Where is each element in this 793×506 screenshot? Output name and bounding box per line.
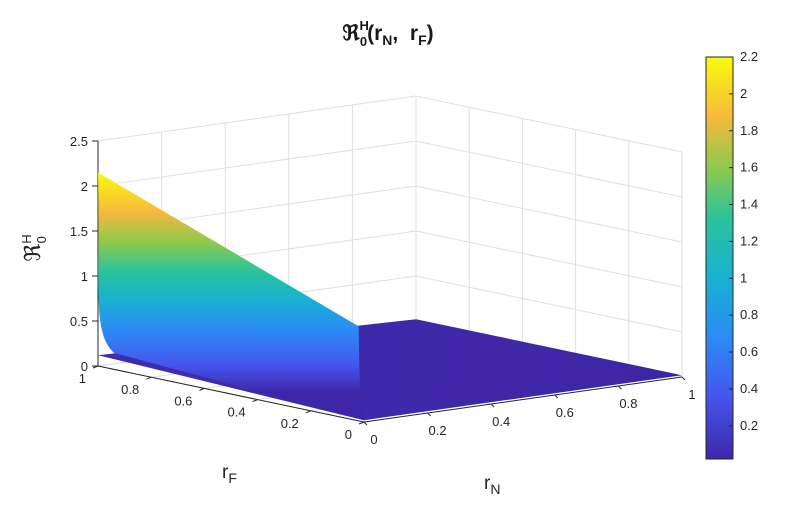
y-tick-label: 0 — [345, 427, 352, 442]
colorbar-ticks: 0.2 0.4 0.6 0.8 1 1.2 1.4 1.6 1.8 2 2.2 — [729, 49, 758, 433]
colorbar: 0.2 0.4 0.6 0.8 1 1.2 1.4 1.6 1.8 2 2.2 — [705, 49, 758, 460]
grid-line — [97, 185, 683, 243]
x-tick-mark — [681, 376, 686, 381]
grid-line — [97, 95, 683, 153]
y-tick-mark — [358, 421, 365, 425]
y-tick-label: 0.4 — [228, 405, 246, 420]
x-tick-label: 0.2 — [429, 423, 447, 438]
x-tick-mark — [363, 421, 368, 426]
grid-line — [97, 140, 683, 198]
y-axis-label: rF — [222, 462, 237, 486]
z-tick-label: 1 — [81, 269, 88, 284]
z-tick-label: 0.5 — [70, 314, 88, 329]
y-tick-label: 0.6 — [174, 393, 192, 408]
y-tick-label: 0.8 — [121, 382, 139, 397]
y-tick-mark — [252, 399, 258, 403]
colorbar-tick-label: 0.4 — [740, 381, 758, 396]
y-axis-line — [97, 365, 365, 423]
colorbar-gradient — [705, 56, 734, 460]
colorbar-tick-label: 1 — [740, 270, 747, 285]
chart-title: ℜH 0(rN, rF) — [342, 18, 433, 49]
surface-wall — [98, 172, 364, 421]
colorbar-tick-label: 1.6 — [740, 160, 758, 175]
x-tick-label: 0.6 — [556, 405, 574, 420]
surface — [98, 172, 682, 421]
x-tick-label: 1 — [688, 387, 695, 402]
y-tick-label: 0.2 — [281, 416, 299, 431]
colorbar-tick-label: 1.2 — [740, 233, 758, 248]
z-tick-label: 2 — [81, 179, 88, 194]
colorbar-tick-label: 1.4 — [740, 197, 758, 212]
x-tick-label: 0.4 — [492, 414, 510, 429]
z-tick-label: 1.5 — [70, 224, 88, 239]
y-tick-mark — [199, 387, 205, 391]
x-tick-label: 0 — [370, 432, 377, 447]
colorbar-tick-label: 0.6 — [740, 344, 758, 359]
colorbar-tick-label: 2 — [740, 86, 747, 101]
x-axis-label: rN — [484, 473, 500, 497]
z-axis-label: ℜH0 — [19, 234, 49, 261]
colorbar-tick-label: 0.8 — [740, 307, 758, 322]
axes — [92, 140, 686, 426]
svg-text:ℜH0: ℜH0 — [19, 234, 49, 261]
y-tick-mark — [146, 376, 152, 380]
z-tick-label: 2.5 — [70, 134, 88, 149]
x-tick-mark — [618, 385, 622, 390]
x-tick-label: 0.8 — [619, 396, 637, 411]
y-tick-mark — [305, 410, 311, 414]
x-tick-mark — [554, 394, 559, 399]
x-axis-line — [363, 376, 683, 423]
x-tick-mark — [490, 403, 495, 408]
y-tick-label: 1 — [79, 371, 86, 386]
z-tick-label: 0 — [81, 359, 88, 374]
colorbar-tick-label: 2.2 — [740, 49, 758, 64]
colorbar-tick-label: 1.8 — [740, 123, 758, 138]
colorbar-tick-label: 0.2 — [740, 418, 758, 433]
x-tick-mark — [427, 412, 431, 417]
